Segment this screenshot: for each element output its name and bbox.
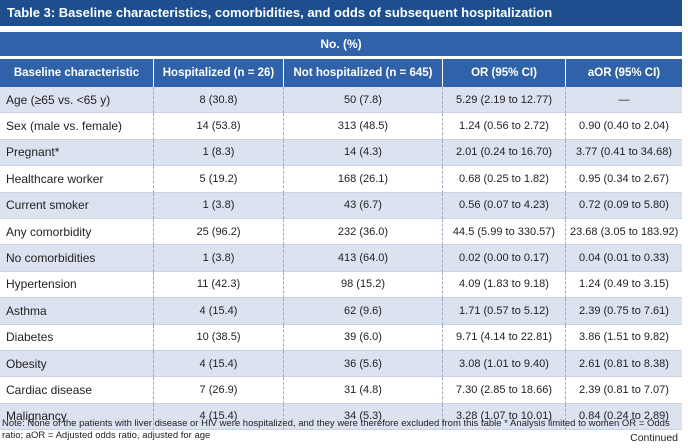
table-row: Sex (male vs. female) 14 (53.8) 313 (48.5)… <box>0 113 682 140</box>
cell-not-hospitalized: 43 (6.7) <box>284 192 443 219</box>
table-row: Current smoker 1 (3.8) 43 (6.7) 0.56 (0.07 … <box>0 192 682 219</box>
cell-hospitalized: 4 (15.4) <box>154 350 284 378</box>
cell-or: 1.71 (0.57 to 5.12) <box>443 298 566 325</box>
cell-characteristic: Pregnant* <box>0 139 154 167</box>
cell-aor: 3.77 (0.41 to 34.68) <box>566 139 682 167</box>
cell-not-hospitalized: 62 (9.6) <box>284 298 443 325</box>
table-row: Age (≥65 vs. <65 y) 8 (30.8) 50 (7.8) 5.29 … <box>0 87 682 114</box>
cell-not-hospitalized: 50 (7.8) <box>284 87 443 114</box>
cell-not-hospitalized: 36 (5.6) <box>284 350 443 378</box>
cell-characteristic: Diabetes <box>0 324 154 351</box>
table-row: No comorbidities 1 (3.8) 413 (64.0) 0.02 (0… <box>0 245 682 272</box>
cell-aor: 2.61 (0.81 to 8.38) <box>566 350 682 378</box>
cell-or: 9.71 (4.14 to 22.81) <box>443 324 566 351</box>
cell-not-hospitalized: 34 (5.3) <box>284 403 443 431</box>
cell-or: 44.5 (5.99 to 330.57) <box>443 218 566 246</box>
cell-aor: 3.86 (1.51 to 9.82) <box>566 324 682 351</box>
col-header-aor: aOR (95% CI) <box>566 59 682 87</box>
cell-or: 3.28 (1.07 to 10.01) <box>443 403 566 431</box>
cell-not-hospitalized: 313 (48.5) <box>284 113 443 140</box>
cell-characteristic: Current smoker <box>0 192 154 219</box>
cell-or: 2.01 (0.24 to 16.70) <box>443 139 566 167</box>
cell-not-hospitalized: 413 (64.0) <box>284 245 443 272</box>
cell-aor: 0.72 (0.09 to 5.80) <box>566 192 682 219</box>
cell-or: 1.24 (0.56 to 2.72) <box>443 113 566 140</box>
cell-or: 5.29 (2.19 to 12.77) <box>443 87 566 114</box>
data-table: Baseline characteristic Hospitalized (n … <box>0 59 682 431</box>
table-row: Asthma 4 (15.4) 62 (9.6) 1.71 (0.57 to 5.12… <box>0 298 682 325</box>
table-row: Hypertension 11 (42.3) 98 (15.2) 4.09 (1.83… <box>0 271 682 299</box>
cell-hospitalized: 7 (26.9) <box>154 377 284 404</box>
table-row: Any comorbidity 25 (96.2) 232 (36.0) 44.5 (… <box>0 218 682 246</box>
col-header-characteristic: Baseline characteristic <box>0 59 154 87</box>
header-row: Baseline characteristic Hospitalized (n … <box>0 59 682 87</box>
table-row: Malignancy 4 (15.4) 34 (5.3) 3.28 (1.07 to … <box>0 403 682 431</box>
cell-not-hospitalized: 232 (36.0) <box>284 218 443 246</box>
cell-not-hospitalized: 168 (26.1) <box>284 166 443 193</box>
cell-not-hospitalized: 14 (4.3) <box>284 139 443 167</box>
cell-characteristic: Sex (male vs. female) <box>0 113 154 140</box>
group-header: No. (%) <box>0 32 682 56</box>
col-header-hospitalized: Hospitalized (n = 26) <box>154 59 284 87</box>
cell-characteristic: Age (≥65 vs. <65 y) <box>0 87 154 114</box>
cell-hospitalized: 11 (42.3) <box>154 271 284 299</box>
cell-hospitalized: 1 (3.8) <box>154 245 284 272</box>
cell-characteristic: No comorbidities <box>0 245 154 272</box>
cell-or: 7.30 (2.85 to 18.66) <box>443 377 566 404</box>
col-header-or: OR (95% CI) <box>443 59 566 87</box>
cell-or: 0.56 (0.07 to 4.23) <box>443 192 566 219</box>
cell-or: 4.09 (1.83 to 9.18) <box>443 271 566 299</box>
cell-aor: 0.90 (0.40 to 2.04) <box>566 113 682 140</box>
cell-characteristic: Malignancy <box>0 403 154 431</box>
cell-hospitalized: 1 (3.8) <box>154 192 284 219</box>
cell-or: 3.08 (1.01 to 9.40) <box>443 350 566 378</box>
table-row: Cardiac disease 7 (26.9) 31 (4.8) 7.30 (2.8… <box>0 377 682 404</box>
table-row: Obesity 4 (15.4) 36 (5.6) 3.08 (1.01 to 9.4… <box>0 350 682 378</box>
cell-not-hospitalized: 31 (4.8) <box>284 377 443 404</box>
cell-hospitalized: 4 (15.4) <box>154 403 284 431</box>
cell-characteristic: Any comorbidity <box>0 218 154 246</box>
cell-not-hospitalized: 98 (15.2) <box>284 271 443 299</box>
cell-hospitalized: 1 (8.3) <box>154 139 284 167</box>
cell-aor: 0.84 (0.24 to 2.89) <box>566 403 682 431</box>
cell-aor: 2.39 (0.81 to 7.07) <box>566 377 682 404</box>
cell-aor: 23.68 (3.05 to 183.92) <box>566 218 682 246</box>
cell-characteristic: Hypertension <box>0 271 154 299</box>
cell-not-hospitalized: 39 (6.0) <box>284 324 443 351</box>
col-header-not-hospitalized: Not hospitalized (n = 645) <box>284 59 443 87</box>
cell-characteristic: Obesity <box>0 350 154 378</box>
cell-hospitalized: 5 (19.2) <box>154 166 284 193</box>
table-row: Healthcare worker 5 (19.2) 168 (26.1) 0.68 … <box>0 166 682 193</box>
cell-hospitalized: 8 (30.8) <box>154 87 284 114</box>
cell-hospitalized: 4 (15.4) <box>154 298 284 325</box>
cell-characteristic: Healthcare worker <box>0 166 154 193</box>
table-body: Age (≥65 vs. <65 y) 8 (30.8) 50 (7.8) 5.29 … <box>0 87 682 431</box>
cell-aor: 0.04 (0.01 to 0.33) <box>566 245 682 272</box>
table-row: Pregnant* 1 (8.3) 14 (4.3) 2.01 (0.24 to 16… <box>0 139 682 167</box>
cell-hospitalized: 10 (38.5) <box>154 324 284 351</box>
cell-characteristic: Cardiac disease <box>0 377 154 404</box>
cell-aor: 2.39 (0.75 to 7.61) <box>566 298 682 325</box>
cell-hospitalized: 14 (53.8) <box>154 113 284 140</box>
table-row: Diabetes 10 (38.5) 39 (6.0) 9.71 (4.14 to 2… <box>0 324 682 351</box>
table-title: Table 3: Baseline characteristics, comor… <box>0 0 682 26</box>
cell-hospitalized: 25 (96.2) <box>154 218 284 246</box>
cell-or: 0.02 (0.00 to 0.17) <box>443 245 566 272</box>
cell-aor: — <box>566 87 682 114</box>
continued-label: Continued <box>630 432 678 444</box>
cell-or: 0.68 (0.25 to 1.82) <box>443 166 566 193</box>
cell-characteristic: Asthma <box>0 298 154 325</box>
cell-aor: 1.24 (0.49 to 3.15) <box>566 271 682 299</box>
cell-aor: 0.95 (0.34 to 2.67) <box>566 166 682 193</box>
footnote: Note: None of the patients with liver di… <box>2 418 670 441</box>
